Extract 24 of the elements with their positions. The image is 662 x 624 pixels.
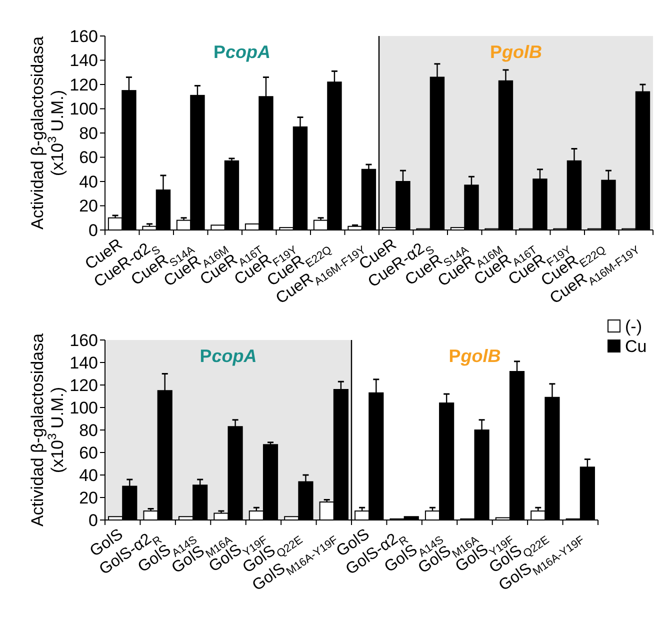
y-tick-label: 20 (79, 196, 98, 216)
y-tick-label: 160 (70, 330, 98, 350)
y-tick-label: 80 (79, 420, 98, 440)
y-tick-label: 60 (79, 443, 98, 462)
y-tick-label: 140 (70, 51, 98, 70)
y-tick-label: 120 (70, 376, 98, 395)
y-tick-label: 20 (79, 488, 98, 508)
annotation: PcopA (213, 42, 271, 62)
y-tick-label: 0 (88, 220, 98, 240)
y-tick-label: 60 (79, 148, 98, 168)
annotation: PcopA (200, 346, 257, 366)
y-tick-label: 80 (79, 124, 98, 143)
y-tick-label: 40 (79, 466, 98, 485)
y-tick-label: 100 (70, 398, 98, 418)
y-tick-label: 120 (70, 75, 98, 94)
y-tick-label: 160 (70, 26, 98, 46)
legend-label: (-) (625, 316, 642, 336)
annotation: PgolB (448, 346, 501, 366)
y-tick-label: 0 (88, 510, 98, 530)
annotation: PgolB (490, 42, 542, 62)
y-tick-label: 100 (70, 100, 98, 119)
y-tick-label: 40 (79, 172, 98, 192)
y-tick-label: 140 (70, 353, 98, 372)
legend-label: Cu (625, 336, 647, 356)
